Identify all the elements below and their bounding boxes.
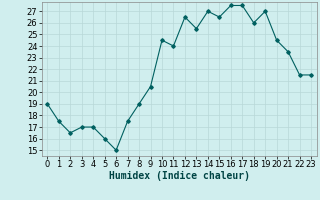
X-axis label: Humidex (Indice chaleur): Humidex (Indice chaleur) (109, 171, 250, 181)
